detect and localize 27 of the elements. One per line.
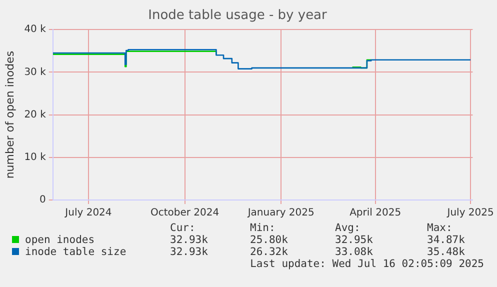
y-tick-label: 30 k xyxy=(24,66,46,78)
x-tick-label: July 2024 xyxy=(64,208,112,219)
text: Max: xyxy=(427,222,452,234)
x-tick-label: January 2025 xyxy=(246,208,314,219)
y-tick-label: 0 xyxy=(40,194,46,206)
text: 32.95k xyxy=(335,234,373,246)
text: Cur: xyxy=(170,222,196,234)
text: 25.80k xyxy=(250,234,288,246)
chart-title: Inode table usage - by year xyxy=(148,8,328,24)
text: 32.93k xyxy=(170,234,208,246)
x-tick-label: October 2024 xyxy=(150,208,220,219)
text: 35.48k xyxy=(427,246,465,258)
text: Last update: Wed Jul 16 02:05:09 2025 xyxy=(250,258,484,270)
x-tick-label: July 2025 xyxy=(446,208,494,219)
text: 34.87k xyxy=(427,234,465,246)
y-axis-title: number of open inodes xyxy=(3,50,16,179)
legend-label: open inodes xyxy=(24,234,95,246)
y-tick-label: 20 k xyxy=(24,109,46,120)
text: 32.93k xyxy=(170,246,208,258)
text: Min: xyxy=(250,222,276,234)
text: 33.08k xyxy=(335,246,373,258)
x-tick-label: April 2025 xyxy=(350,208,402,219)
legend-label: inode table size xyxy=(24,246,126,258)
y-tick-label: 10 k xyxy=(24,152,46,163)
text: 26.32k xyxy=(250,246,288,258)
text: Avg: xyxy=(335,222,360,234)
y-tick-label: 40 k xyxy=(24,24,46,36)
